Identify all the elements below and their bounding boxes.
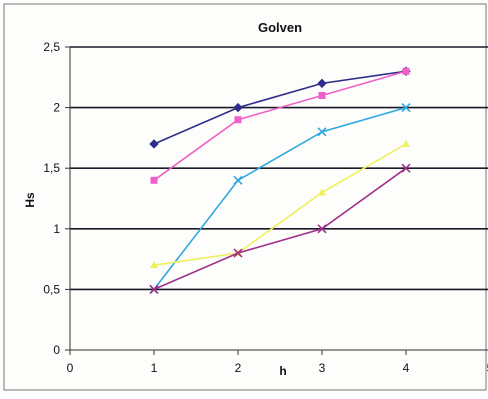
data-point (318, 188, 326, 195)
series-line (154, 71, 406, 180)
gridlines (70, 47, 488, 289)
x-tick-label: 3 (319, 361, 326, 375)
data-point (234, 104, 242, 112)
y-axis-label: Hs (23, 192, 37, 208)
data-point (235, 116, 242, 123)
y-tick-label: 2 (53, 101, 60, 115)
y-tick-label: 0 (53, 343, 60, 357)
data-point (402, 140, 410, 147)
data-point (234, 176, 242, 184)
x-tick-label: 1 (151, 361, 158, 375)
y-tick-label: 1 (53, 222, 60, 236)
data-point (403, 68, 410, 75)
series-line (154, 144, 406, 265)
series-3 (150, 104, 410, 294)
x-axis-label: h (279, 364, 286, 378)
x-tick-label: 4 (403, 361, 410, 375)
data-point (151, 177, 158, 184)
tick-labels: 00,511,522,5012345 (43, 40, 488, 375)
chart-border (4, 4, 486, 390)
series-group (150, 67, 410, 293)
axes (65, 47, 488, 355)
x-tick-label: 0 (67, 361, 74, 375)
series-2 (151, 68, 410, 184)
data-point (150, 140, 158, 148)
data-point (319, 92, 326, 99)
chart-title: Golven (258, 20, 302, 35)
y-tick-label: 1,5 (43, 161, 60, 175)
y-tick-label: 0,5 (43, 282, 60, 296)
series-4 (150, 140, 410, 268)
data-point (318, 79, 326, 87)
series-line (154, 108, 406, 290)
y-tick-label: 2,5 (43, 40, 60, 54)
x-tick-label: 2 (235, 361, 242, 375)
